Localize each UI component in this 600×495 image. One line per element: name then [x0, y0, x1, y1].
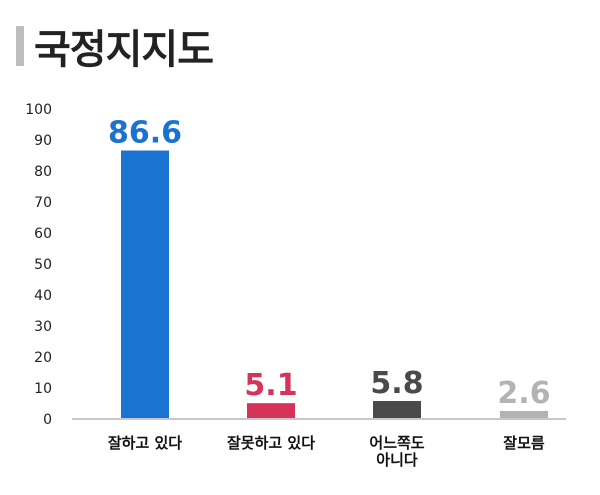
x-category-label: 어느쪽도: [369, 434, 424, 452]
y-tick-label: 0: [43, 412, 52, 428]
bar: [500, 410, 548, 419]
y-tick-label: 90: [34, 133, 52, 149]
y-tick-label: 40: [34, 288, 52, 304]
y-tick-label: 50: [34, 257, 52, 273]
y-tick-label: 70: [34, 195, 52, 211]
x-category-label: 아니다: [376, 451, 418, 469]
y-tick-label: 20: [34, 350, 52, 366]
y-tick-label: 100: [25, 102, 52, 118]
data-label: 5.8: [370, 366, 423, 401]
y-tick-label: 60: [34, 226, 52, 242]
chart-title-text: 국정지지도: [34, 27, 214, 73]
x-category-label: 잘모름: [503, 434, 545, 452]
data-label: 5.1: [244, 368, 297, 403]
x-category-label: 잘못하고 있다: [227, 434, 315, 452]
y-tick-label: 30: [34, 319, 52, 335]
chart-title: 국정지지도: [16, 20, 214, 73]
data-label: 86.6: [108, 116, 182, 151]
bar: [247, 403, 295, 419]
x-category-label: 잘하고 있다: [108, 434, 182, 452]
bar: [121, 150, 169, 420]
y-tick-label: 10: [34, 381, 52, 397]
title-accent-bar: [16, 26, 24, 66]
bar: [373, 401, 421, 419]
y-tick-label: 80: [34, 164, 52, 180]
data-label: 2.6: [497, 376, 550, 411]
